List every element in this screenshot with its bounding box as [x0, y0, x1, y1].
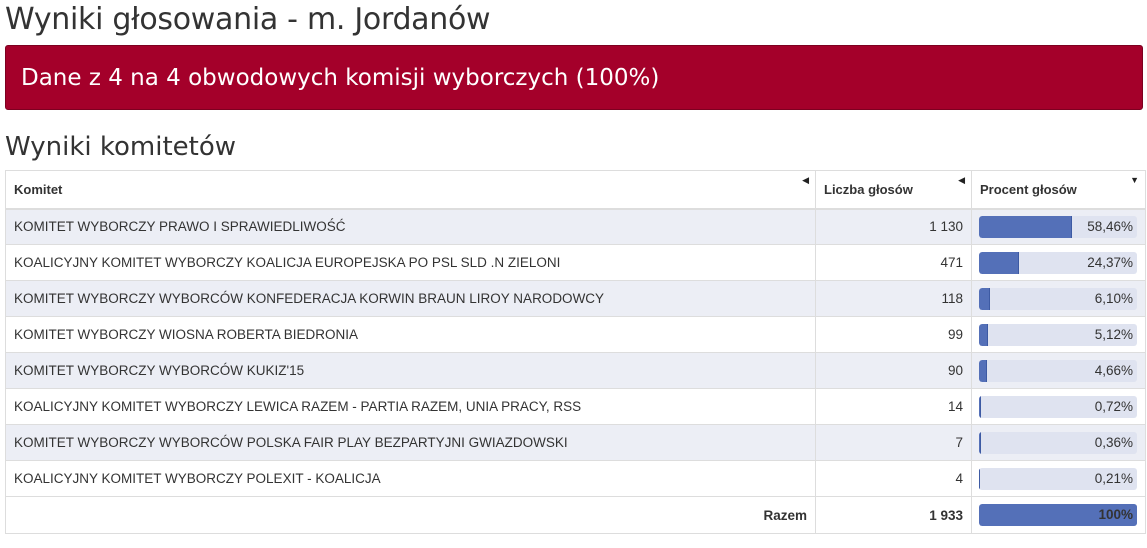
vote-percent-cell: 24,37%: [971, 244, 1146, 281]
header-percent[interactable]: Procent głosów ▼: [971, 170, 1146, 210]
vote-percent-cell: 0,21%: [971, 460, 1146, 497]
percent-bar-track: 0,21%: [979, 467, 1137, 490]
percent-bar-track: 5,12%: [979, 323, 1137, 346]
committee-results-table: Komitet ◀ Liczba głosów ◀ Procent głosów…: [5, 170, 1146, 534]
header-committee-label: Komitet: [14, 181, 63, 197]
percent-bar-fill: [979, 215, 1073, 238]
committee-name: KOMITET WYBORCZY PRAWO I SPRAWIEDLIWOŚĆ: [5, 208, 816, 245]
data-coverage-banner: Dane z 4 na 4 obwodowych komisji wyborcz…: [5, 45, 1143, 110]
total-percent-cell: 100%: [971, 496, 1146, 534]
percent-label: 24,37%: [1087, 254, 1133, 270]
header-votes[interactable]: Liczba głosów ◀: [815, 170, 972, 210]
percent-bar-track: 0,36%: [979, 431, 1137, 454]
vote-percent-cell: 4,66%: [971, 352, 1146, 389]
sort-left-icon: ◀: [958, 175, 965, 185]
header-votes-label: Liczba głosów: [824, 181, 913, 197]
total-votes: 1 933: [815, 496, 972, 534]
sort-left-icon: ◀: [802, 175, 809, 185]
table-row: KOALICYJNY KOMITET WYBORCZY KOALICJA EUR…: [5, 244, 1146, 281]
vote-percent-cell: 58,46%: [971, 208, 1146, 245]
table-row: KOALICYJNY KOMITET WYBORCZY LEWICA RAZEM…: [5, 388, 1146, 425]
vote-count: 7: [815, 424, 972, 461]
table-total-row: Razem 1 933 100%: [5, 496, 1146, 534]
percent-bar-track: 100%: [979, 504, 1137, 526]
committee-name: KOALICYJNY KOMITET WYBORCZY KOALICJA EUR…: [5, 244, 816, 281]
committee-name: KOMITET WYBORCZY WYBORCÓW KUKIZ'15: [5, 352, 816, 389]
vote-percent-cell: 5,12%: [971, 316, 1146, 353]
committee-name: KOALICYJNY KOMITET WYBORCZY POLEXIT - KO…: [5, 460, 816, 497]
vote-percent-cell: 0,36%: [971, 424, 1146, 461]
percent-bar-track: 24,37%: [979, 251, 1137, 274]
percent-bar-fill: [979, 323, 989, 346]
percent-bar-fill: [979, 359, 988, 382]
header-committee[interactable]: Komitet ◀: [5, 170, 816, 210]
committee-name: KOMITET WYBORCZY WYBORCÓW POLSKA FAIR PL…: [5, 424, 816, 461]
section-title: Wyniki komitetów: [5, 132, 237, 162]
percent-label: 100%: [1098, 507, 1133, 522]
percent-label: 0,21%: [1094, 470, 1133, 486]
sort-down-icon: ▼: [1130, 175, 1139, 185]
table-row: KOMITET WYBORCZY WYBORCÓW KUKIZ'15 90 4,66…: [5, 352, 1146, 389]
percent-bar-track: 0,72%: [979, 395, 1137, 418]
vote-count: 99: [815, 316, 972, 353]
table-row: KOMITET WYBORCZY WYBORCÓW POLSKA FAIR PL…: [5, 424, 1146, 461]
vote-count: 118: [815, 280, 972, 317]
percent-label: 0,36%: [1094, 434, 1133, 450]
percent-label: 58,46%: [1087, 218, 1133, 234]
percent-bar-track: 58,46%: [979, 215, 1137, 238]
percent-label: 5,12%: [1094, 326, 1133, 342]
vote-percent-cell: 6,10%: [971, 280, 1146, 317]
percent-bar-track: 6,10%: [979, 287, 1137, 310]
table-header-row: Komitet ◀ Liczba głosów ◀ Procent głosów…: [5, 170, 1146, 210]
page-title: Wyniki głosowania - m. Jordanów: [5, 2, 491, 37]
vote-count: 14: [815, 388, 972, 425]
percent-bar-fill: [979, 287, 990, 310]
committee-name: KOMITET WYBORCZY WIOSNA ROBERTA BIEDRONI…: [5, 316, 816, 353]
vote-count: 471: [815, 244, 972, 281]
committee-name: KOALICYJNY KOMITET WYBORCZY LEWICA RAZEM…: [5, 388, 816, 425]
table-row: KOMITET WYBORCZY WIOSNA ROBERTA BIEDRONI…: [5, 316, 1146, 353]
percent-bar-fill: [979, 251, 1019, 274]
committee-name: KOMITET WYBORCZY WYBORCÓW KONFEDERACJA K…: [5, 280, 816, 317]
percent-label: 0,72%: [1094, 398, 1133, 414]
vote-percent-cell: 0,72%: [971, 388, 1146, 425]
vote-count: 4: [815, 460, 972, 497]
percent-bar-fill: [979, 504, 1137, 526]
percent-bar-fill: [979, 395, 982, 418]
header-percent-label: Procent głosów: [980, 181, 1077, 197]
data-coverage-text: Dane z 4 na 4 obwodowych komisji wyborcz…: [21, 65, 660, 91]
percent-label: 4,66%: [1094, 362, 1133, 378]
vote-count: 90: [815, 352, 972, 389]
table-row: KOMITET WYBORCZY WYBORCÓW KONFEDERACJA K…: [5, 280, 1146, 317]
table-row: KOMITET WYBORCZY PRAWO I SPRAWIEDLIWOŚĆ 1…: [5, 208, 1146, 245]
total-label: Razem: [5, 496, 816, 534]
table-row: KOALICYJNY KOMITET WYBORCZY POLEXIT - KO…: [5, 460, 1146, 497]
percent-bar-fill: [979, 431, 981, 454]
percent-bar-track: 4,66%: [979, 359, 1137, 382]
percent-bar-fill: [979, 467, 981, 490]
percent-label: 6,10%: [1094, 290, 1133, 306]
vote-count: 1 130: [815, 208, 972, 245]
